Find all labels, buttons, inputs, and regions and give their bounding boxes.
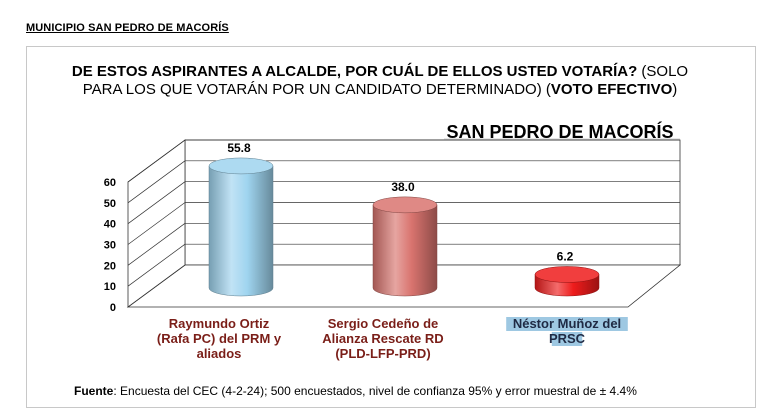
grid-line-side [127,181,186,224]
bar-top [208,157,274,175]
category-label: Sergio Cedeño de [328,316,439,331]
source-note: Fuente: Encuesta del CEC (4-2-24); 500 e… [74,384,734,398]
y-tick-label: 50 [104,198,116,210]
category-highlight [551,332,583,346]
grid-line-side [127,243,186,287]
data-label: 55.8 [227,141,251,155]
chart-question: DE ESTOS ASPIRANTES A ALCALDE, POR CUÁL … [60,63,700,99]
y-tick-label: 40 [104,219,116,231]
category-highlight [506,317,628,331]
y-tick-label: 10 [104,281,116,293]
category-label: Raymundo Ortiz [169,316,270,331]
grid-line-side [127,139,186,183]
source-label: Fuente [74,384,114,398]
y-tick-label: 60 [104,177,116,189]
category-label: (PLD-LFP-PRD) [335,346,430,361]
category-label: (Rafa PC) del PRM y [157,331,282,346]
grid-line-side [127,160,186,204]
y-tick-label: 30 [104,240,116,252]
category-label: PRSC [549,331,586,346]
bar [208,165,274,297]
source-text: : Encuesta del CEC (4-2-24); 500 encuest… [113,384,637,398]
chart-subtitle: SAN PEDRO DE MACORÍS [446,122,674,142]
bar-top [372,196,438,214]
question-normal: (SOLO PARA LOS QUE VOTARÁN POR UN CANDID… [82,63,689,98]
grid-line-side [127,223,186,266]
category-label: aliados [197,346,242,361]
question-bold-end: VOTO EFECTIVO [550,81,673,98]
category-label: Alianza Rescate RD [322,331,443,346]
page-header: MUNICIPIO SAN PEDRO DE MACORÍS [26,22,229,34]
y-tick-label: 0 [110,302,116,314]
category-label: Néstor Muñoz del [513,316,621,331]
grid-line-side [127,202,186,245]
chart-frame [26,46,756,408]
data-label: 6.2 [557,249,574,263]
bar [372,204,438,297]
y-tick-label: 20 [104,260,116,272]
question-bold: DE ESTOS ASPIRANTES A ALCALDE, POR CUÁL … [71,63,638,80]
question-close: ) [672,81,678,98]
data-label: 38.0 [391,180,415,194]
bar-top [534,266,600,283]
